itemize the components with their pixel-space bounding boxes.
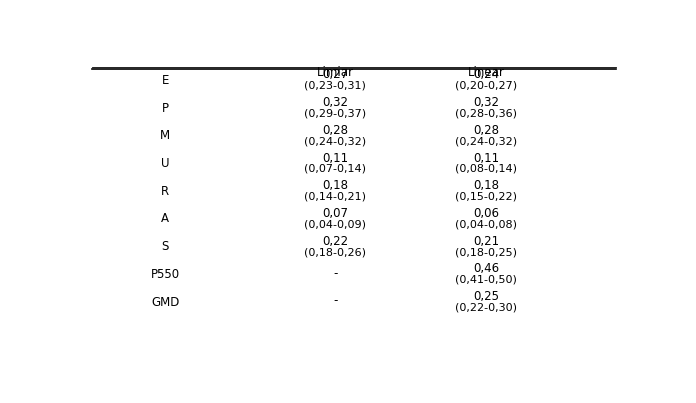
Text: (0,24-0,32): (0,24-0,32) [455,136,517,146]
Text: (0,18-0,26): (0,18-0,26) [304,247,366,257]
Text: U: U [161,157,169,170]
Text: 0,46: 0,46 [473,262,499,276]
Text: R: R [161,185,169,198]
Text: -: - [333,267,338,280]
Text: (0,41-0,50): (0,41-0,50) [455,275,517,285]
Text: 0,25: 0,25 [473,290,499,303]
Text: S: S [161,240,169,253]
Text: (0,23-0,31): (0,23-0,31) [304,81,366,91]
Text: 0,28: 0,28 [473,124,499,137]
Text: (0,22-0,30): (0,22-0,30) [455,303,517,312]
Text: 0,32: 0,32 [473,96,499,109]
Text: (0,24-0,32): (0,24-0,32) [304,136,366,146]
Text: 0,18: 0,18 [473,179,499,192]
Text: Linear: Linear [468,66,505,79]
Text: 0,22: 0,22 [322,235,348,248]
Text: 0,32: 0,32 [322,96,348,109]
Text: 0,21: 0,21 [473,235,499,248]
Text: (0,29-0,37): (0,29-0,37) [304,108,366,118]
Text: 0,07: 0,07 [322,207,348,220]
Text: -: - [333,295,338,307]
Text: GMD: GMD [151,295,180,309]
Text: (0,28-0,36): (0,28-0,36) [455,108,517,118]
Text: (0,07-0,14): (0,07-0,14) [304,164,366,174]
Text: 0,11: 0,11 [322,152,348,164]
Text: 0,24: 0,24 [473,69,499,81]
Text: P550: P550 [150,268,180,281]
Text: 0,27: 0,27 [322,69,348,81]
Text: 0,06: 0,06 [473,207,499,220]
Text: (0,08-0,14): (0,08-0,14) [455,164,517,174]
Text: E: E [161,74,169,87]
Text: A: A [161,212,169,225]
Text: (0,04-0,08): (0,04-0,08) [455,219,517,229]
Text: 0,11: 0,11 [473,152,499,164]
Text: (0,04-0,09): (0,04-0,09) [304,219,366,229]
Text: (0,15-0,22): (0,15-0,22) [455,191,517,202]
Text: (0,14-0,21): (0,14-0,21) [304,191,366,202]
Text: P: P [161,102,168,114]
Text: Limiar: Limiar [317,66,354,79]
Text: 0,18: 0,18 [322,179,348,192]
Text: (0,18-0,25): (0,18-0,25) [455,247,517,257]
Text: 0,28: 0,28 [322,124,348,137]
Text: (0,20-0,27): (0,20-0,27) [455,81,517,91]
Text: M: M [160,129,171,142]
